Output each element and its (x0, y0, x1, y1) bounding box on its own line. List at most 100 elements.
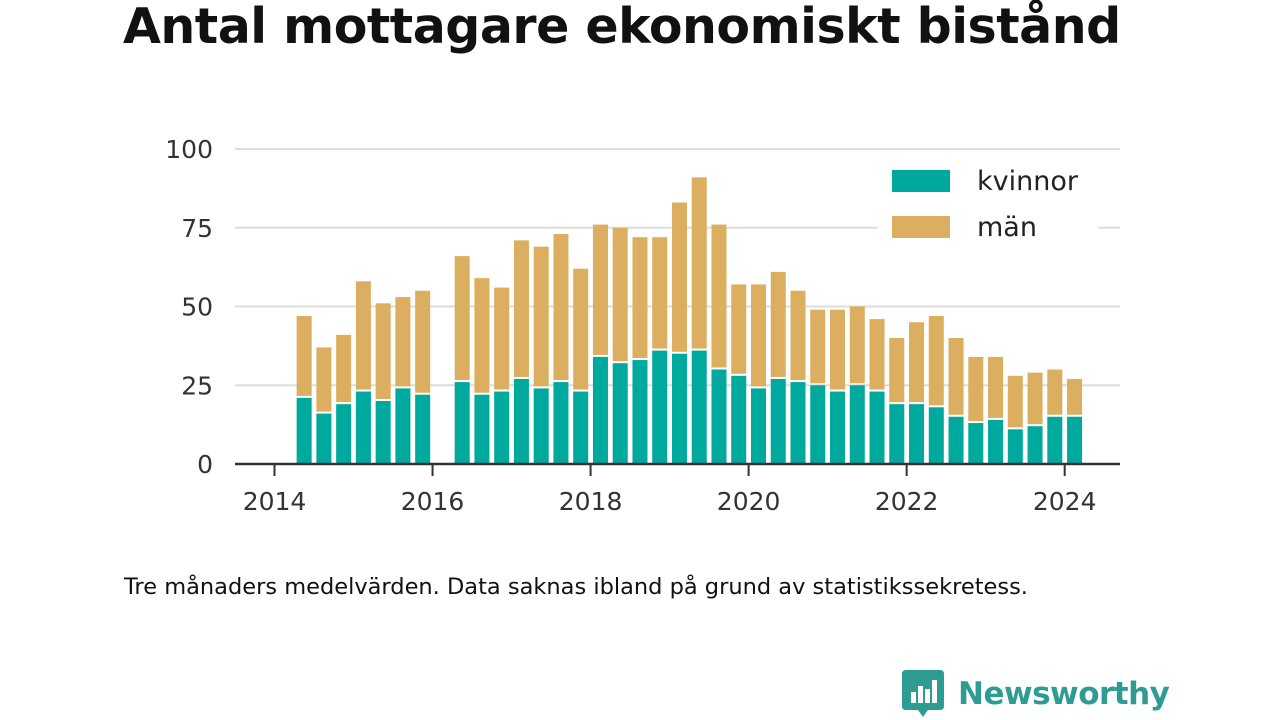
bar-män (612, 227, 628, 362)
bar-kvinnor (494, 391, 510, 464)
bar-män (395, 297, 411, 387)
legend: kvinnor män (878, 160, 1098, 243)
bar-män (553, 234, 569, 381)
bar-kvinnor (296, 397, 312, 464)
bar-män (632, 237, 648, 359)
bar-män (830, 309, 846, 390)
bar-kvinnor (849, 385, 865, 464)
bar-kvinnor (889, 404, 905, 464)
bar-män (1007, 375, 1023, 428)
x-tick-label: 2018 (559, 487, 623, 516)
legend-label-män: män (977, 212, 1037, 243)
bar-män (948, 338, 964, 415)
bar-kvinnor (415, 394, 431, 464)
x-tick-label: 2020 (717, 487, 781, 516)
bar-kvinnor (988, 419, 1004, 464)
bar-män (810, 309, 826, 384)
y-axis-ticks: 0 25 50 75 100 (165, 135, 213, 479)
brand-name: Newsworthy (958, 676, 1170, 712)
bar-män (1047, 369, 1063, 415)
y-tick-label: 25 (181, 371, 213, 400)
bar-män (375, 303, 391, 399)
bar-kvinnor (928, 407, 944, 464)
legend-swatch-kvinnor (892, 170, 950, 192)
bar-kvinnor (454, 382, 470, 464)
bar-kvinnor (375, 401, 391, 464)
bar-kvinnor (573, 391, 589, 464)
bars (296, 177, 1083, 464)
bar-kvinnor (355, 391, 371, 464)
bar-kvinnor (968, 423, 984, 464)
bar-män (336, 334, 352, 403)
bar-kvinnor (869, 391, 885, 464)
bar-män (790, 290, 806, 381)
bar-män (415, 290, 431, 393)
bar-män (494, 287, 510, 390)
bar-kvinnor (790, 382, 806, 464)
x-tick-label: 2022 (875, 487, 939, 516)
bar-män (869, 319, 885, 390)
bar-kvinnor (810, 385, 826, 464)
bar-kvinnor (770, 378, 786, 464)
bar-män (652, 237, 668, 349)
bar-kvinnor (909, 404, 925, 464)
bar-kvinnor (612, 363, 628, 464)
brand-logo: Newsworthy (902, 670, 1170, 718)
bar-kvinnor (711, 369, 727, 464)
bar-män (474, 278, 490, 393)
bar-kvinnor (830, 391, 846, 464)
bar-kvinnor (533, 388, 549, 464)
bar-män (731, 284, 747, 374)
bar-män (928, 315, 944, 406)
bar-kvinnor (513, 378, 529, 464)
bar-kvinnor (1047, 416, 1063, 464)
bar-män (454, 256, 470, 381)
bar-män (592, 224, 608, 355)
bar-kvinnor (691, 350, 707, 464)
chart-note: Tre månaders medelvärden. Data saknas ib… (124, 574, 1028, 600)
bar-män (691, 177, 707, 349)
bar-män (988, 356, 1004, 418)
chart-title: Antal mottagare ekonomiskt bistånd (123, 0, 1121, 55)
bar-män (296, 315, 312, 396)
bar-män (1067, 378, 1083, 415)
bar-kvinnor (731, 375, 747, 464)
bar-män (316, 347, 332, 412)
bar-kvinnor (652, 350, 668, 464)
y-tick-label: 100 (165, 135, 213, 164)
bar-män (533, 246, 549, 387)
bar-män (750, 284, 766, 387)
x-tick-label: 2014 (243, 487, 307, 516)
bar-män (968, 356, 984, 422)
y-tick-label: 75 (181, 214, 213, 243)
bar-män (671, 202, 687, 352)
bar-kvinnor (948, 416, 964, 464)
legend-swatch-män (892, 216, 950, 238)
x-axis: 2014 2016 2018 2020 2022 2024 (235, 462, 1120, 516)
bar-kvinnor (632, 360, 648, 464)
bar-män (513, 240, 529, 377)
bar-kvinnor (395, 388, 411, 464)
bar-män (711, 224, 727, 368)
bar-män (889, 338, 905, 403)
bar-kvinnor (1027, 426, 1043, 464)
newsworthy-logo-icon (902, 670, 944, 717)
legend-label-kvinnor: kvinnor (977, 166, 1079, 197)
y-tick-label: 0 (197, 450, 213, 479)
bar-kvinnor (553, 382, 569, 464)
bar-kvinnor (474, 394, 490, 464)
bar-kvinnor (671, 353, 687, 464)
bar-kvinnor (1007, 429, 1023, 464)
bar-kvinnor (592, 356, 608, 464)
bar-män (573, 268, 589, 390)
bar-män (355, 281, 371, 390)
x-tick-label: 2016 (401, 487, 465, 516)
bar-män (849, 306, 865, 384)
y-tick-label: 50 (181, 293, 213, 322)
bar-män (909, 322, 925, 403)
bar-kvinnor (316, 413, 332, 464)
x-tick-label: 2024 (1033, 487, 1097, 516)
bar-kvinnor (336, 404, 352, 464)
bar-kvinnor (750, 388, 766, 464)
